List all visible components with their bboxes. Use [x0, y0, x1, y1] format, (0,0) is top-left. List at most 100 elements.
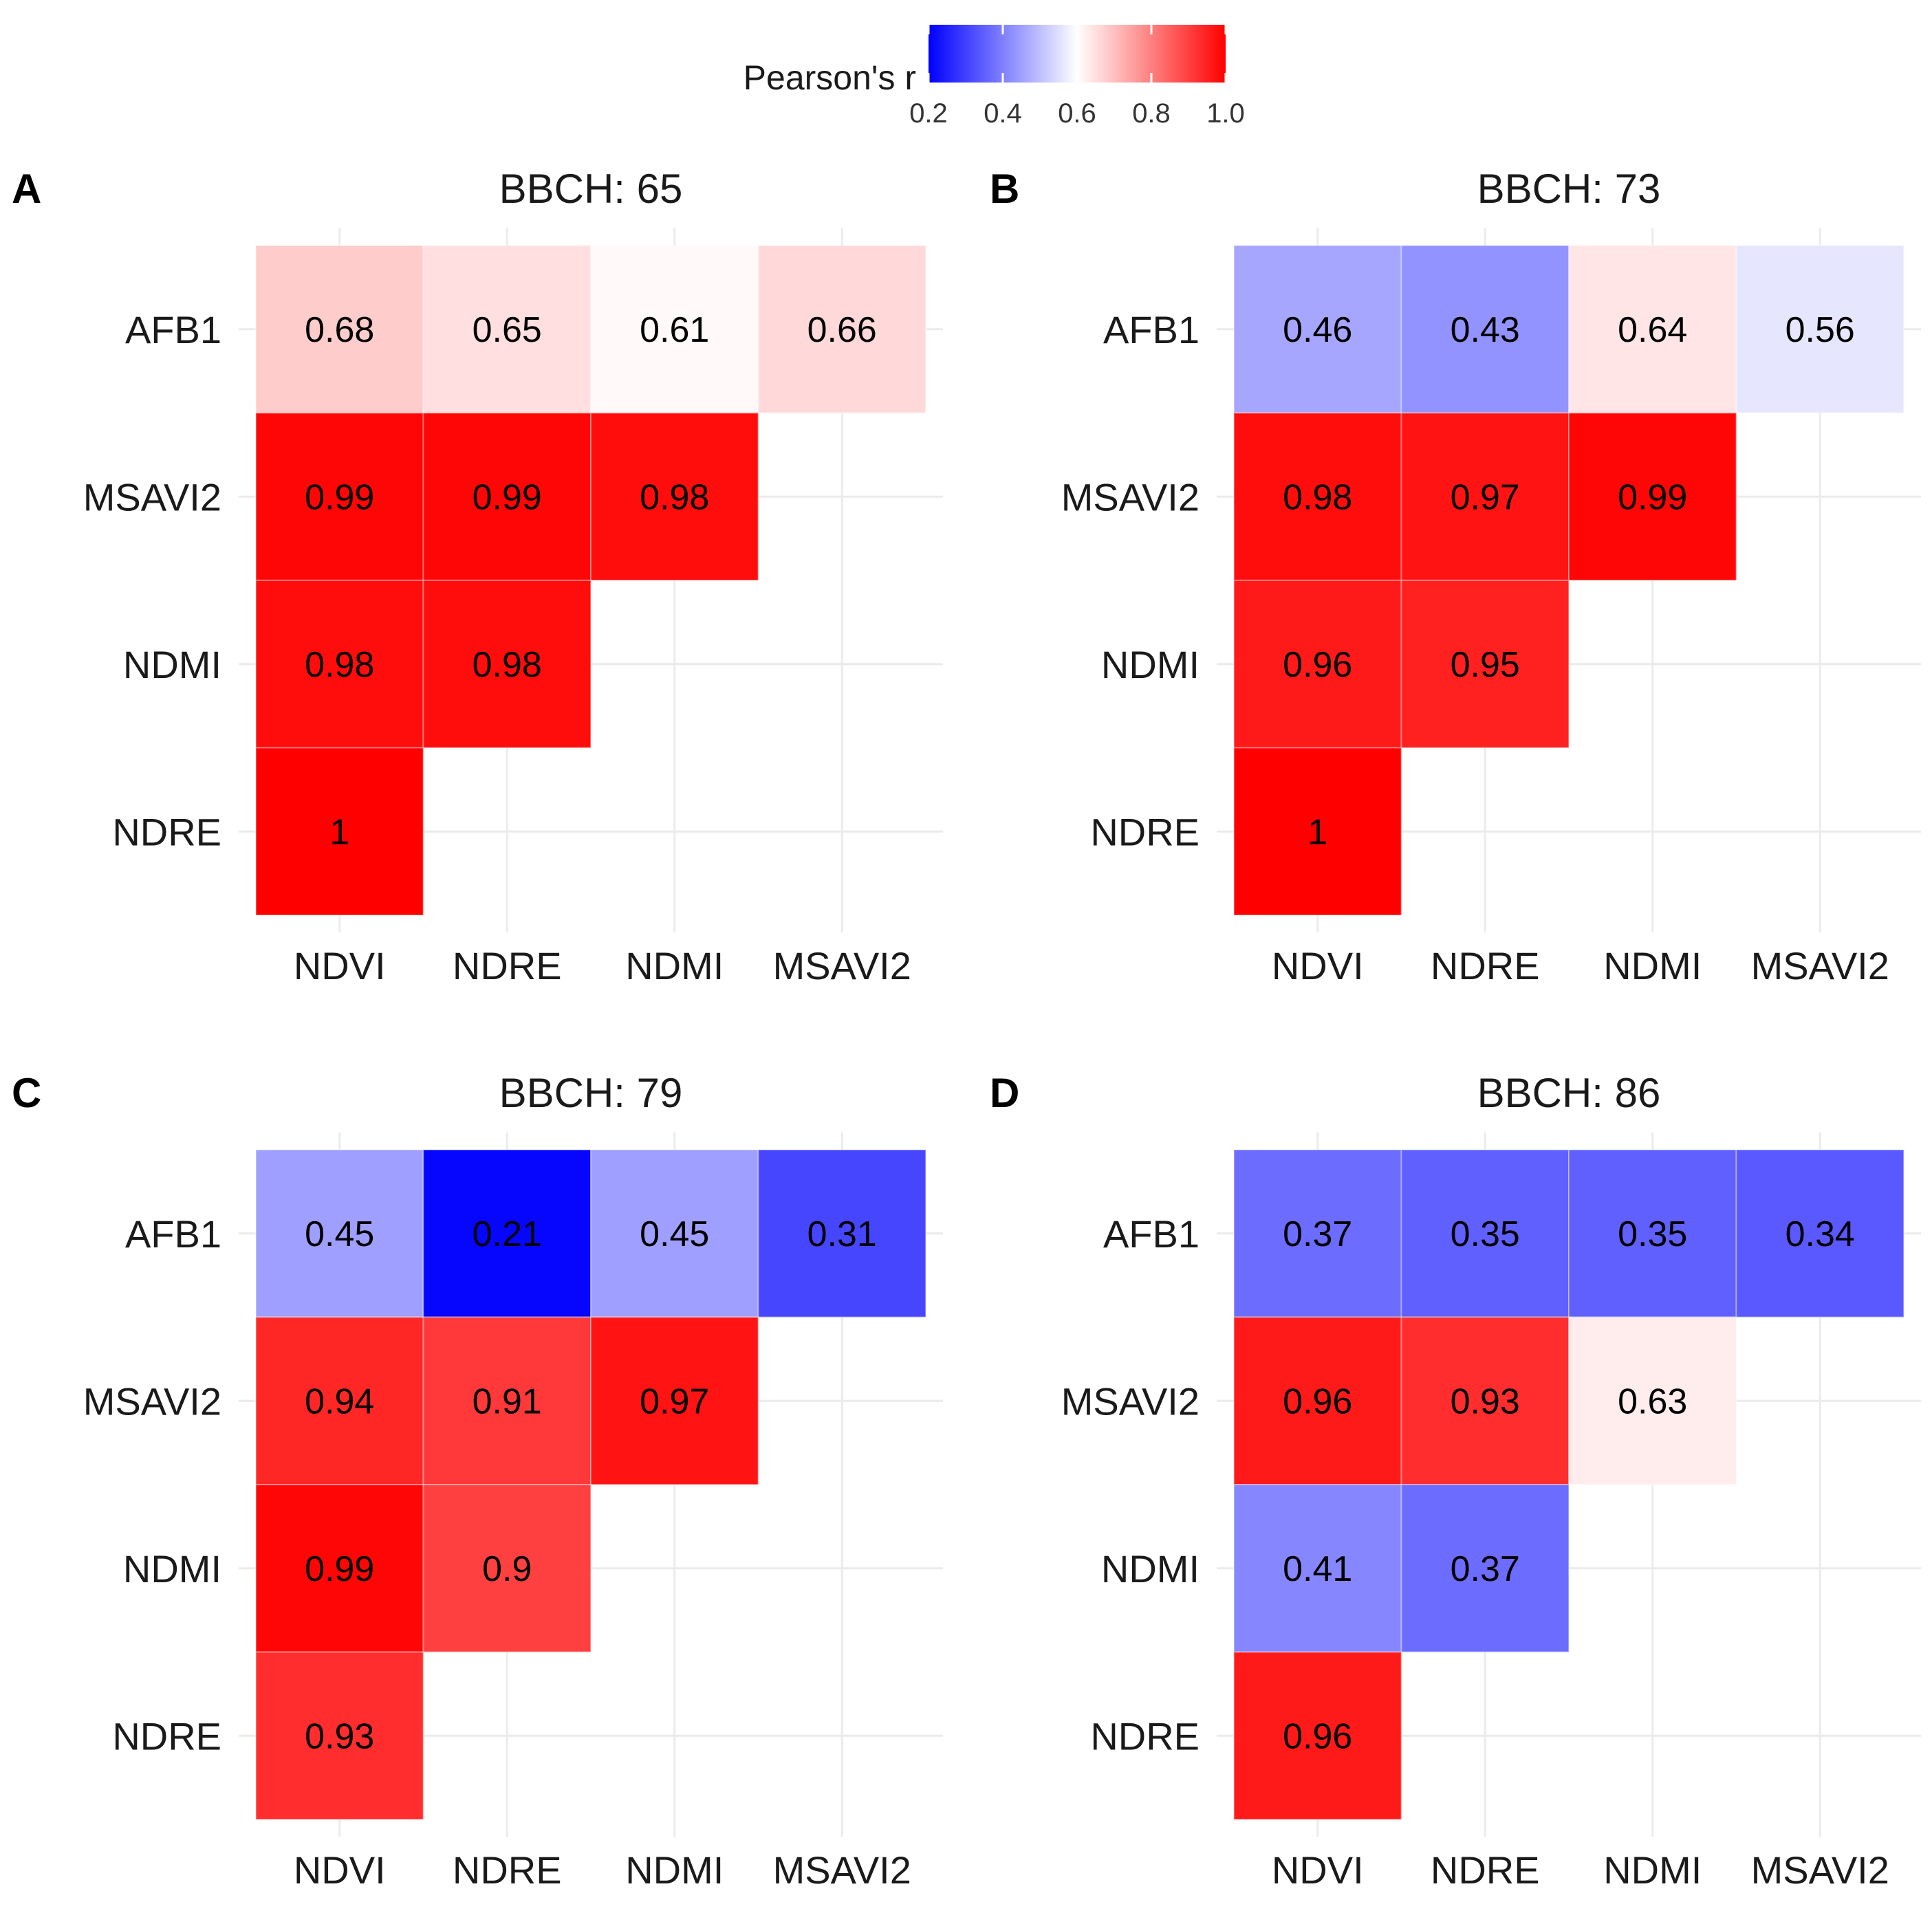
- heatmap-cell: [255, 1316, 424, 1485]
- cell-value-label: 0.93: [305, 1716, 374, 1756]
- heatmap-panel-c: C BBCH: 79 0.45 0.21 0.45 0.31 0.94 0.91 0.97 0.9…: [12, 1070, 943, 1892]
- panel-label: D: [990, 1070, 1019, 1116]
- heatmap-cell: [255, 1651, 424, 1820]
- heatmap-cell: [590, 245, 759, 414]
- x-axis-tick-label: MSAVI2: [773, 1848, 911, 1892]
- y-axis-tick-label: NDRE: [112, 1714, 221, 1758]
- cell-value-label: 0.99: [305, 1549, 374, 1589]
- x-axis-tick-label: MSAVI2: [1751, 1848, 1889, 1892]
- heatmap-cell: [1400, 1149, 1570, 1318]
- cell-value-label: 1: [329, 812, 349, 852]
- heatmap-cell: [422, 1316, 591, 1485]
- cell-value-label: 0.96: [1283, 1716, 1352, 1756]
- panel-label: A: [12, 166, 41, 212]
- heatmap-cell: [1400, 412, 1570, 581]
- cell-value-label: 0.68: [305, 310, 374, 350]
- heatmap-cell: [422, 412, 591, 581]
- y-axis-tick-label: NDMI: [123, 1547, 221, 1590]
- legend-ticks: 0.2 0.4 0.6 0.8 1.0: [909, 25, 1245, 129]
- y-axis-tick-label: NDMI: [123, 643, 221, 686]
- y-axis-tick-label: NDRE: [112, 810, 221, 853]
- x-axis-tick-label: NDVI: [1272, 1848, 1364, 1892]
- heatmap-cell: [1400, 1316, 1570, 1485]
- legend-tick-label: 0.6: [1058, 98, 1096, 129]
- y-axis-tick-label: NDRE: [1090, 1714, 1200, 1758]
- cell-value-label: 0.31: [807, 1214, 877, 1254]
- panel-label: B: [990, 166, 1019, 212]
- heatmap-cell: [1400, 245, 1570, 414]
- heatmap-cell: [1735, 1149, 1904, 1318]
- y-axis-tick-label: AFB1: [125, 308, 221, 351]
- panel-title: BBCH: 73: [1477, 166, 1661, 212]
- cell-value-label: 0.99: [1618, 477, 1687, 517]
- cell-value-label: 0.98: [640, 477, 709, 517]
- heatmap-cell: [590, 1149, 759, 1318]
- panel-label: C: [12, 1070, 41, 1116]
- heatmap-cell: [255, 1484, 424, 1653]
- x-axis-tick-label: NDRE: [453, 944, 562, 987]
- x-axis-tick-label: MSAVI2: [1751, 944, 1889, 987]
- heatmap-cell: [1568, 1316, 1737, 1485]
- cell-value-label: 0.61: [640, 310, 709, 350]
- heatmap-cell: [255, 245, 424, 414]
- x-axis-tick-label: NDMI: [625, 1848, 724, 1892]
- x-axis-tick-label: NDRE: [1431, 944, 1540, 987]
- cell-value-label: 0.64: [1618, 310, 1687, 350]
- panel-title: BBCH: 86: [1477, 1070, 1661, 1116]
- y-axis-tick-label: AFB1: [125, 1212, 221, 1256]
- x-axis-tick-label: NDMI: [1603, 944, 1702, 987]
- heatmap-panel-b: B BBCH: 73 0.46 0.43 0.64 0.56 0.98 0.97 0.99 0.9…: [990, 166, 1921, 987]
- heatmap-panel-a: A BBCH: 65 0.68 0.65 0.61 0.66 0.99 0.99 0.98 0.9…: [12, 166, 943, 987]
- heatmap-cell: [255, 412, 424, 581]
- color-legend: Pearson's r 0.2 0.4 0.6 0.8 1.0: [744, 25, 1245, 129]
- cell-value-label: 0.66: [807, 310, 877, 350]
- heatmap-cell: [255, 747, 424, 916]
- cell-value-label: 0.91: [473, 1381, 542, 1421]
- heatmap-cell: [1568, 412, 1737, 581]
- y-axis-tick-label: NDRE: [1090, 810, 1200, 853]
- x-axis-tick-label: NDVI: [294, 944, 386, 987]
- y-axis-tick-label: AFB1: [1103, 308, 1200, 351]
- legend-tick-label: 0.2: [909, 98, 948, 129]
- heatmap-cell: [255, 580, 424, 749]
- heatmap-cell: [1735, 245, 1904, 414]
- cell-value-label: 0.45: [305, 1214, 374, 1254]
- legend-tick-label: 1.0: [1206, 98, 1245, 129]
- heatmap-cell: [422, 580, 591, 749]
- heatmap-cell: [1400, 1484, 1570, 1653]
- cell-value-label: 0.96: [1283, 1381, 1352, 1421]
- cell-value-label: 0.95: [1451, 645, 1520, 685]
- panel-title: BBCH: 79: [499, 1070, 683, 1116]
- heatmap-cell: [1233, 747, 1402, 916]
- heatmap-cell: [590, 1316, 759, 1485]
- x-axis-tick-label: NDVI: [1272, 944, 1364, 987]
- cell-value-label: 0.21: [473, 1214, 542, 1254]
- cell-value-label: 0.93: [1451, 1381, 1520, 1421]
- cell-value-label: 0.94: [305, 1381, 374, 1421]
- x-axis-tick-label: NDMI: [625, 944, 724, 987]
- heatmap-cell: [1400, 580, 1570, 749]
- heatmap-cell: [757, 1149, 926, 1318]
- heatmap-cell: [422, 245, 591, 414]
- x-axis-tick-label: MSAVI2: [773, 944, 911, 987]
- cell-value-label: 0.34: [1786, 1214, 1855, 1254]
- y-axis-tick-label: NDMI: [1101, 643, 1200, 686]
- legend-tick-label: 0.4: [984, 98, 1022, 129]
- cell-value-label: 0.43: [1451, 310, 1520, 350]
- heatmap-cell: [1568, 1149, 1737, 1318]
- cell-value-label: 0.63: [1618, 1381, 1687, 1421]
- heatmap-cell: [1233, 245, 1402, 414]
- y-axis-tick-label: MSAVI2: [1061, 475, 1200, 518]
- heatmap-cell: [590, 412, 759, 581]
- cell-value-label: 0.35: [1618, 1214, 1687, 1254]
- cell-value-label: 0.46: [1283, 310, 1352, 350]
- cell-value-label: 0.9: [482, 1549, 532, 1589]
- x-axis-tick-label: NDRE: [453, 1848, 562, 1892]
- heatmap-panel-d: D BBCH: 86 0.37 0.35 0.35 0.34 0.96 0.93 0.63 0.4…: [990, 1070, 1921, 1892]
- heatmap-cell: [1233, 580, 1402, 749]
- cell-value-label: 0.98: [305, 645, 374, 685]
- cell-value-label: 0.35: [1451, 1214, 1520, 1254]
- y-axis-tick-label: AFB1: [1103, 1212, 1200, 1256]
- cell-value-label: 0.56: [1786, 310, 1855, 350]
- cell-value-label: 1: [1307, 812, 1327, 852]
